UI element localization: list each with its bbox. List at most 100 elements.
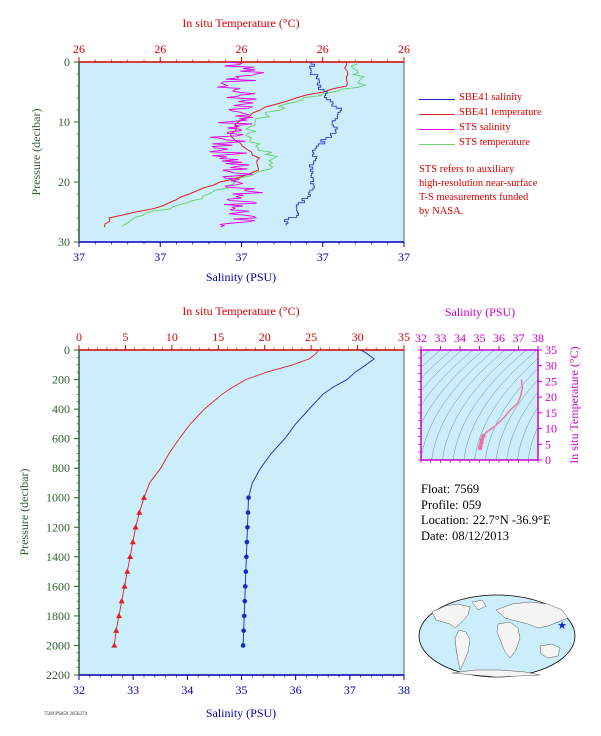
salinity-marker (240, 643, 246, 648)
full-profile-temp-tick-label: 30 (352, 330, 364, 344)
temperature-marker (113, 627, 120, 633)
near-surface-temp-axis-title: In situ Temperature (°C) (182, 16, 299, 30)
temperature-marker (124, 568, 131, 574)
salinity-marker (245, 524, 250, 530)
ts-temp-tick-label: 10 (545, 422, 557, 436)
temperature-marker (132, 524, 139, 530)
full-profile-temp-tick-label: 10 (166, 330, 178, 344)
map-africa (496, 621, 521, 659)
salinity-marker (241, 628, 246, 633)
ts-salinity-tick-label: 32 (415, 331, 427, 345)
ts-salinity-tick-label: 33 (435, 331, 447, 345)
full-profile-salinity-tick-label: 35 (236, 683, 248, 697)
ts-temp-tick-label: 5 (545, 437, 551, 451)
legend-label: STS salinity (459, 122, 511, 133)
ts-temp-tick-label: 30 (545, 359, 557, 373)
near-surface-pressure-tick-label: 20 (58, 175, 70, 189)
temperature-marker (127, 553, 134, 560)
near-surface-series-line (209, 61, 265, 228)
near-surface-salinity-tick-label: 37 (317, 250, 329, 264)
profile-row: Profile: 059 (421, 498, 551, 514)
near-surface-temp-tick-label: 26 (236, 42, 248, 56)
ts-temp-tick-label: 0 (545, 453, 551, 467)
ts-density-contour (495, 379, 538, 460)
ts-curve (477, 379, 524, 451)
ts-density-contour (474, 358, 538, 460)
full-profile-temp-tick-label: 5 (122, 330, 128, 344)
float-location-star-icon: ★ (557, 620, 567, 632)
ts-salinity-tick-label: 35 (474, 331, 486, 345)
near-surface-pressure-tick-label: 0 (64, 55, 70, 69)
full-profile-temp-axis-title: In situ Temperature (°C) (182, 304, 299, 318)
date-row: Date: 08/12/2013 (421, 529, 551, 545)
sts-note-line: T-S measurements funded (419, 192, 529, 203)
map-continents (431, 599, 569, 678)
near-surface-salinity-tick-label: 37 (154, 250, 166, 264)
ts-salinity-tick-label: 36 (493, 331, 505, 345)
full-profile-pressure-tick-label: 1400 (46, 550, 70, 564)
ts-density-contour (506, 391, 538, 460)
full-profile-pressure-tick-label: 800 (52, 461, 70, 475)
profile-value: 059 (462, 497, 482, 512)
float-info: Float: 7569 Profile: 059 Location: 22.7°N -… (421, 482, 551, 544)
temperature-marker (141, 494, 147, 500)
location-row: Location: 22.7°N -36.9°E (421, 513, 551, 529)
ts-density-contour (463, 350, 538, 460)
legend-swatch (419, 114, 455, 115)
temperature-marker (129, 538, 136, 545)
legend-label: SBE41 temperature (459, 107, 542, 118)
full-profile-salinity-tick-label: 38 (398, 683, 410, 697)
legend-swatch (419, 129, 455, 130)
salinity-marker (244, 539, 250, 545)
ts-density-contour (421, 350, 495, 460)
full-profile-salinity-axis-title: Salinity (PSU) (206, 706, 276, 720)
near-surface-temp-tick-label: 26 (317, 42, 329, 56)
full-profile-salinity-tick-label: 34 (181, 683, 193, 697)
full-profile-temp-tick-label: 0 (76, 330, 82, 344)
map-americas-south (454, 629, 471, 671)
ts-temp-tick-label: 35 (545, 343, 557, 357)
ts-deep-point (479, 437, 485, 442)
full-profile-pressure-tick-label: 1000 (46, 491, 70, 505)
ts-salinity-tick-label: 37 (513, 331, 525, 345)
sts-note-line: by NASA. (419, 206, 464, 217)
map-greenland (471, 599, 487, 611)
full-profile-temp-tick-label: 15 (212, 330, 224, 344)
temperature-marker (115, 612, 122, 619)
ts-density-contour (421, 350, 452, 379)
full-profile-pressure-axis-title: Pressure (decibar) (17, 469, 31, 556)
near-surface-pressure-tick-label: 10 (58, 115, 70, 129)
full-profile-salinity-tick-label: 32 (73, 683, 85, 697)
location-value: 22.7°N -36.9°E (472, 513, 551, 527)
full-profile-pressure-tick-label: 1600 (46, 579, 70, 593)
ts-density-contour (452, 350, 527, 460)
ts-deep-point (481, 433, 486, 439)
full-profile-panel: 0 5 10 15 20 25 30 35 32 33 34 35 36 37 38 0 200 400 600 80… (17, 304, 410, 720)
full-profile-pressure-tick-label: 2000 (46, 638, 70, 652)
ts-temp-tick-label: 15 (545, 406, 557, 420)
salinity-marker (243, 569, 249, 574)
legend-item: STS salinity (419, 122, 594, 137)
ts-density-contour (442, 350, 516, 460)
date-label: Date: (421, 528, 449, 543)
temperature-marker (111, 642, 118, 648)
full-profile-temp-tick-label: 35 (398, 330, 410, 344)
legend-item: SBE41 temperature (419, 107, 594, 122)
ts-salinity-axis-title: Salinity (PSU) (445, 305, 515, 319)
map-eurasia (495, 601, 569, 629)
near-surface-series-line (122, 61, 367, 227)
near-surface-series-line (104, 61, 349, 228)
full-profile-pressure-tick-label: 600 (52, 432, 70, 446)
salinity-marker (242, 584, 248, 589)
world-map: ★ (418, 594, 576, 678)
full-profile-pressure-tick-label: 0 (64, 343, 70, 357)
full-profile-salinity-tick-label: 37 (344, 683, 356, 697)
near-surface-salinity-tick-label: 37 (73, 250, 85, 264)
ts-salinity-tick-label: 34 (454, 331, 466, 345)
ts-temp-tick-label: 20 (545, 390, 557, 404)
near-surface-series-line (283, 61, 342, 226)
ts-density-contours (421, 350, 538, 460)
